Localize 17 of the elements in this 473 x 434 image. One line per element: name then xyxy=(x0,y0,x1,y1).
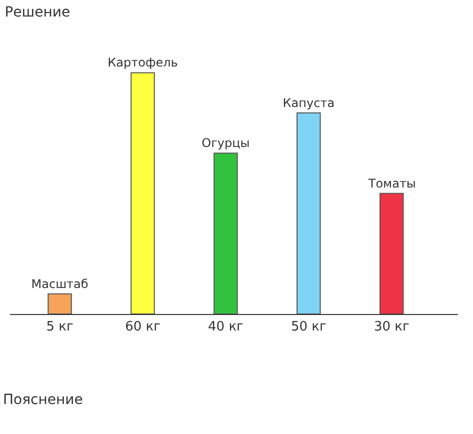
text: Пояснение xyxy=(3,392,83,408)
bar xyxy=(296,112,321,314)
x-tick-label: Томаты xyxy=(367,176,416,190)
data-label: 60 кг xyxy=(125,320,161,335)
data-label: 50 кг xyxy=(290,320,327,335)
bar xyxy=(48,293,72,314)
bar xyxy=(380,192,404,314)
data-label: 40 кг xyxy=(208,320,244,335)
data-label: 5 кг xyxy=(46,320,74,335)
bar xyxy=(214,152,238,314)
x-tick-label: Картофель xyxy=(108,56,178,70)
bar xyxy=(130,72,155,314)
chart-title: Решение xyxy=(4,4,70,20)
x-tick-label: Огурцы xyxy=(202,136,250,150)
data-label: 30 кг xyxy=(374,320,410,335)
x-tick-label: Капуста xyxy=(282,96,335,110)
x-tick-label: Масштаб xyxy=(31,276,88,291)
